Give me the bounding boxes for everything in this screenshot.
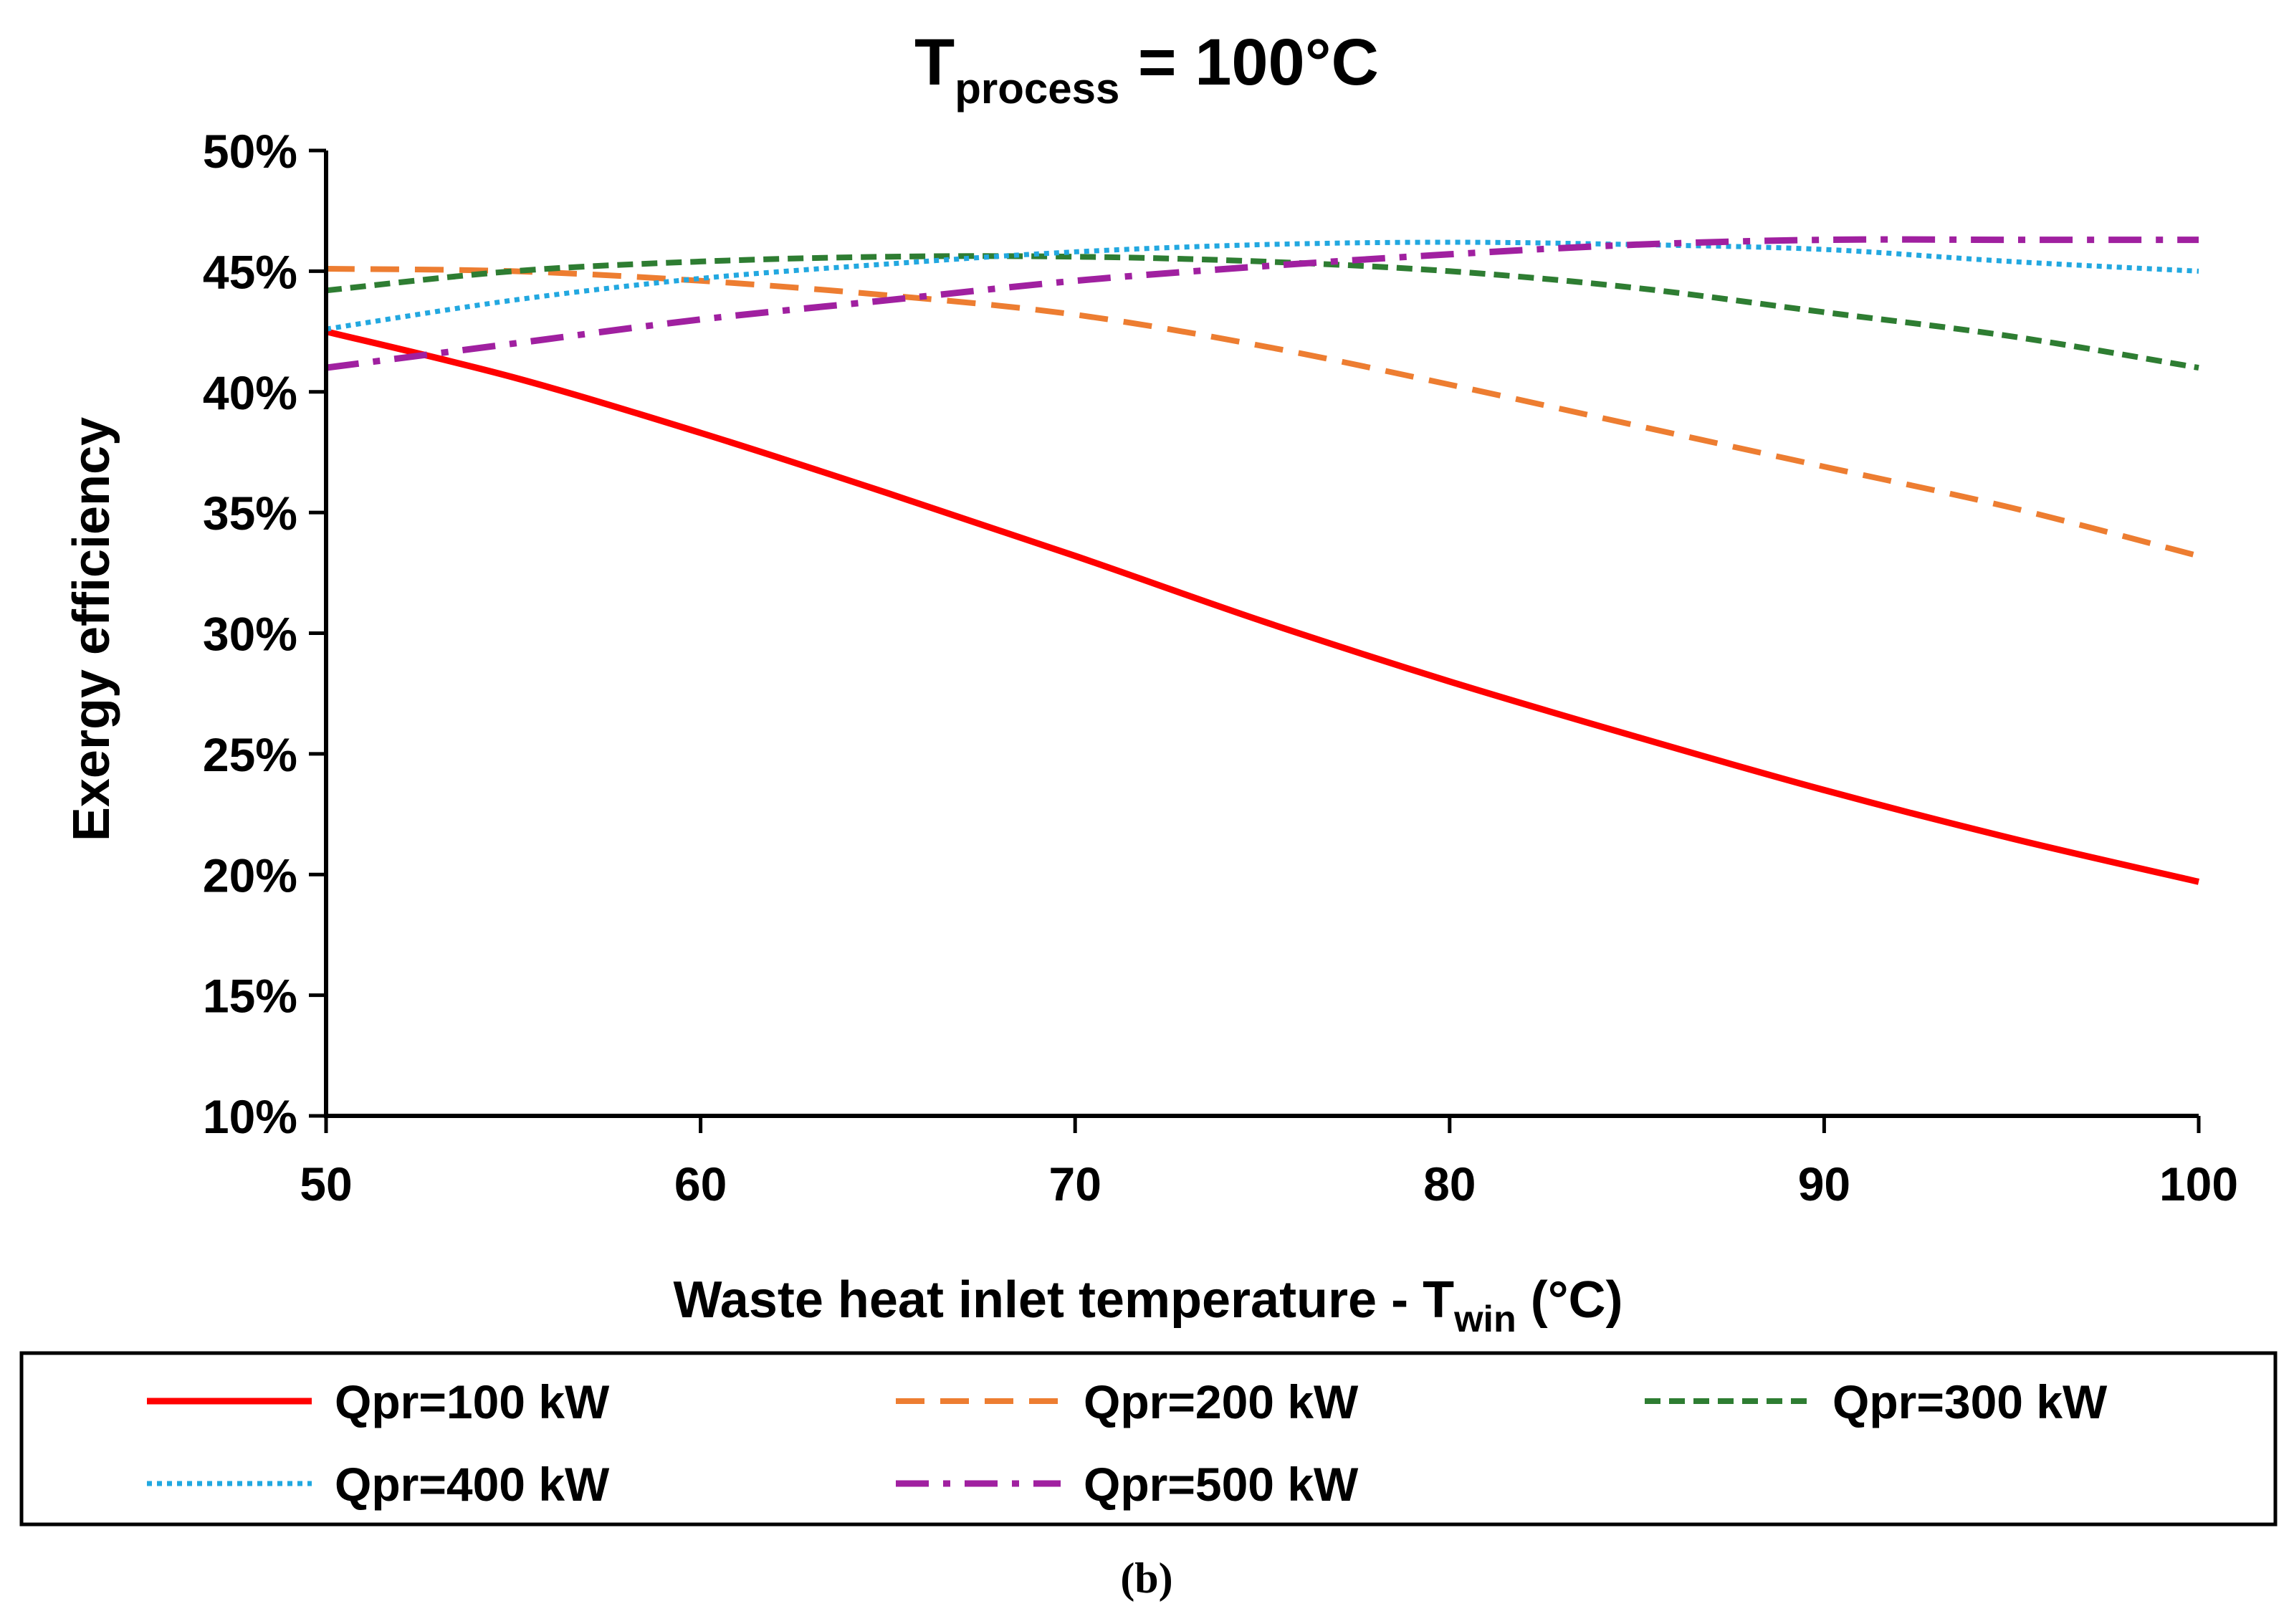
y-tick-label: 35% [203,487,297,540]
series-layer [325,236,2200,885]
y-tick-label: 25% [203,728,297,781]
y-tick-label: 10% [203,1090,297,1143]
x-axis-label-rest: (°C) [1516,1271,1623,1329]
x-tick-label: 70 [1048,1157,1101,1210]
x-tick-label: 50 [300,1157,352,1210]
legend-box [19,1351,2278,1527]
x-tick-label: 60 [674,1157,727,1210]
y-tick-label: 30% [203,608,297,661]
chart-title: Tprocess = 100°C [914,26,1379,113]
x-axis-label: Waste heat inlet temperature - Twin (°C) [674,1271,1623,1340]
x-tick-label: 100 [2159,1157,2238,1210]
y-tick-label: 45% [203,245,297,298]
legend: Qpr=100 kW Qpr=200 kW Qpr=300 kW Qpr=400 kW… [147,1375,2108,1511]
x-axis-label-main: Waste heat inlet temperature - T [674,1271,1455,1329]
chart-title-rest: = 100°C [1119,26,1379,99]
legend-label-5: Qpr=500 kW [1084,1458,1359,1511]
y-tick-label: 20% [203,849,297,902]
y-tick-label: 15% [203,970,297,1023]
chart-title-subscript: process [955,65,1119,113]
figure-caption: (b) [1120,1554,1172,1602]
y-axis-ticks: 10% 15% 20% 25% 30% 35% 40% 45% 50% [203,125,326,1143]
y-axis-label: Exergy efficiency [63,417,120,841]
series-line-5 [325,236,2199,371]
legend-label-4: Qpr=400 kW [335,1458,610,1511]
series-line-2 [325,266,2199,559]
x-tick-label: 80 [1423,1157,1476,1210]
x-tick-label: 90 [1798,1157,1850,1210]
x-axis-ticks: 50 60 70 80 90 100 [300,1116,2238,1210]
y-tick-label: 40% [203,366,297,419]
series-line-1 [325,328,2200,885]
series-line-3 [325,253,2199,371]
legend-label-3: Qpr=300 kW [1832,1375,2108,1428]
y-tick-label: 50% [203,125,297,178]
legend-label-1: Qpr=100 kW [335,1375,610,1428]
chart-title-main: T [914,26,955,99]
x-axis-label-subscript: win [1453,1299,1516,1340]
legend-label-2: Qpr=200 kW [1084,1375,1359,1428]
